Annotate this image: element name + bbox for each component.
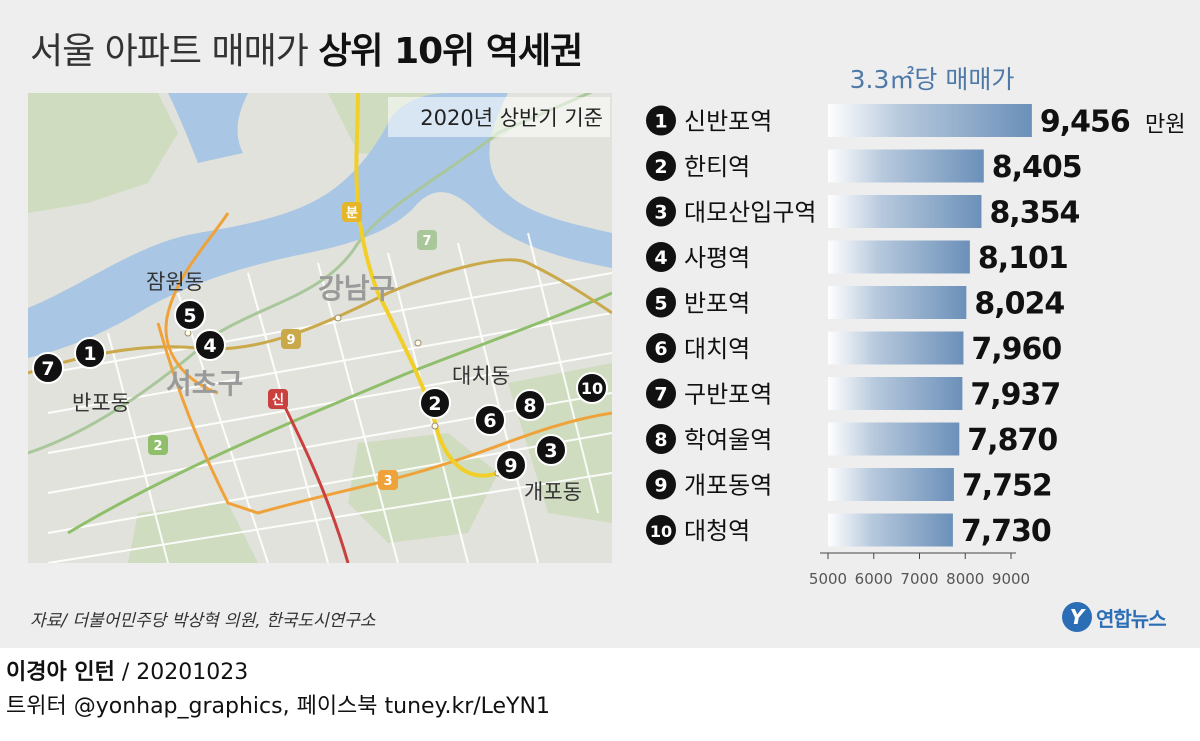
bar-1: [828, 104, 1032, 137]
bar-9: [828, 468, 954, 501]
rank-number-7: 7: [654, 384, 667, 406]
rank-badge-8: [646, 424, 676, 454]
station-label-2: 한티역: [684, 153, 750, 181]
rank-number-3: 3: [654, 202, 667, 224]
bar-8: [828, 422, 960, 456]
bar-4: [828, 240, 970, 274]
station-label-4: 사평역: [684, 244, 750, 272]
credit-line: 이경아 인턴 / 20201023: [6, 654, 248, 686]
rank-number-9: 9: [654, 475, 667, 497]
rank-number-2: 2: [654, 156, 667, 178]
page-title: 서울 아파트 매매가 상위 10위 역세권: [30, 22, 583, 74]
map-marker-6: 6: [483, 410, 496, 432]
map-marker-9: 9: [504, 455, 517, 477]
neighborhood-jamwon: 잠원동: [146, 270, 204, 294]
title-regular: 서울 아파트 매매가: [30, 31, 309, 72]
bar-5: [828, 286, 967, 319]
title-bold: 상위 10위 역세권: [318, 31, 583, 72]
station-label-6: 대치역: [684, 335, 750, 363]
rank-badge-5: [646, 287, 676, 318]
rank-number-1: 1: [654, 111, 667, 133]
value-label-8: 7,870: [967, 423, 1057, 458]
credit-date: / 20201023: [114, 660, 249, 685]
rank-badge-4: [646, 242, 676, 272]
value-label-4: 8,101: [978, 241, 1068, 276]
map-marker-7: 7: [41, 358, 54, 380]
price-bar-chart: 3.3㎡당 매매가 1 신반포역 9,456 만원 2 한티역 8,405 3 대모산입구역 8,…: [646, 65, 1185, 588]
rank-number-8: 8: [654, 429, 667, 451]
yonhap-logo-mark: Y: [1062, 602, 1092, 632]
x-tick-5000: 5000: [809, 570, 847, 588]
map-marker-5: 5: [183, 305, 196, 327]
value-unit: 만원: [1145, 113, 1185, 138]
value-label-2: 8,405: [992, 150, 1082, 185]
credit-author: 이경아 인턴: [6, 660, 115, 685]
rank-badge-10: [646, 515, 676, 545]
station-label-1: 신반포역: [684, 108, 772, 136]
rank-badge-7: [646, 378, 676, 409]
bar-10: [828, 513, 953, 547]
station-label-9: 개포동역: [684, 472, 772, 500]
rank-badge-2: [646, 151, 676, 181]
line-badge-3: 3: [383, 474, 392, 489]
x-tick-6000: 6000: [855, 570, 893, 588]
basis-label: 2020년 상반기 기준: [420, 106, 603, 130]
bar-6: [828, 331, 964, 365]
rank-number-6: 6: [654, 338, 667, 360]
value-label-1: 9,456: [1040, 105, 1130, 140]
value-label-9: 7,752: [962, 469, 1052, 504]
map-marker-3: 3: [544, 440, 557, 462]
rank-number-10: 10: [650, 522, 672, 541]
line-badge-2: 2: [153, 439, 162, 454]
rank-badge-1: [646, 105, 676, 136]
rank-number-5: 5: [654, 293, 667, 315]
district-gangnam: 강남구: [318, 272, 395, 305]
value-label-7: 7,937: [970, 378, 1060, 413]
station-label-10: 대청역: [684, 517, 750, 545]
social-line: 트위터 @yonhap_graphics, 페이스북 tuney.kr/LeYN…: [6, 694, 550, 719]
source-note: 자료/ 더불어민주당 박상혁 의원, 한국도시연구소: [30, 611, 376, 631]
map-marker-1: 1: [83, 343, 96, 365]
map-marker-8: 8: [523, 395, 536, 417]
map-marker-2: 2: [428, 393, 441, 415]
line-badge-bundang: 분: [346, 206, 358, 221]
rank-badge-6: [646, 333, 676, 363]
neighborhood-daechi: 대치동: [452, 364, 510, 388]
rank-badge-9: [646, 469, 676, 500]
rank-badge-3: [646, 196, 676, 227]
station-label-7: 구반포역: [684, 381, 772, 409]
line-badge-9: 9: [286, 333, 295, 348]
bar-7: [828, 377, 963, 410]
bar-3: [828, 195, 982, 228]
x-tick-8000: 8000: [946, 570, 984, 588]
map-marker-10: 10: [581, 379, 603, 398]
chart-title: 3.3㎡당 매매가: [850, 65, 1015, 94]
rank-number-4: 4: [654, 247, 667, 269]
yonhap-logo-text: 연합뉴스: [1096, 606, 1167, 631]
district-seocho: 서초구: [166, 367, 243, 400]
value-label-6: 7,960: [971, 332, 1061, 367]
value-label-3: 8,354: [989, 196, 1079, 231]
neighborhood-banpo: 반포동: [72, 391, 130, 415]
neighborhood-gaepo: 개포동: [524, 480, 582, 504]
bar-2: [828, 149, 984, 183]
yonhap-logo: Y 연합뉴스: [1062, 602, 1167, 632]
value-label-5: 8,024: [974, 287, 1064, 322]
station-label-3: 대모산입구역: [684, 199, 816, 227]
line-badge-7: 7: [422, 234, 431, 249]
station-label-8: 학여울역: [684, 426, 772, 454]
x-tick-9000: 9000: [992, 570, 1030, 588]
line-badge-sinbundang: 신: [272, 393, 284, 408]
x-tick-7000: 7000: [900, 570, 938, 588]
value-label-10: 7,730: [961, 514, 1051, 549]
station-label-5: 반포역: [684, 290, 750, 318]
area-map: 분 7 9 2 신 3 2020년 상반기 기준 강남구 서초구 잠원동 반포동…: [28, 93, 612, 563]
map-marker-4: 4: [203, 335, 216, 357]
